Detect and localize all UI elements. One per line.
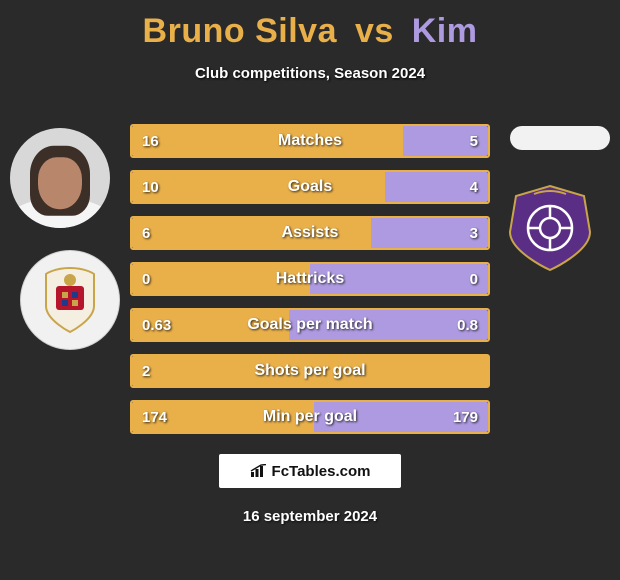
stat-label: Min per goal (132, 402, 488, 432)
chart-icon (250, 464, 268, 478)
crest-left-icon (40, 266, 100, 334)
stat-row: 165Matches (132, 126, 488, 156)
stat-label: Matches (132, 126, 488, 156)
player1-name: Bruno Silva (143, 12, 337, 50)
player2-name: Kim (412, 12, 478, 50)
stat-label: Hattricks (132, 264, 488, 294)
crest-right-icon (504, 182, 596, 274)
stat-row: 00Hattricks (132, 264, 488, 294)
comparison-title: Bruno Silva vs Kim (0, 0, 620, 51)
stat-row: 2Shots per goal (132, 356, 488, 386)
footer-date: 16 september 2024 (0, 508, 620, 525)
player1-avatar (10, 128, 110, 228)
avatar-face (38, 157, 82, 209)
site-badge[interactable]: FcTables.com (219, 454, 401, 488)
stat-label: Goals (132, 172, 488, 202)
player1-club-crest (20, 250, 120, 350)
site-name: FcTables.com (272, 463, 371, 480)
stat-label: Shots per goal (132, 356, 488, 386)
stat-row: 104Goals (132, 172, 488, 202)
stat-row: 174179Min per goal (132, 402, 488, 432)
subtitle: Club competitions, Season 2024 (0, 65, 620, 82)
stat-row: 0.630.8Goals per match (132, 310, 488, 340)
stat-label: Goals per match (132, 310, 488, 340)
stat-label: Assists (132, 218, 488, 248)
player2-club-crest (500, 178, 600, 278)
vs-label: vs (355, 12, 394, 50)
stats-bars: 165Matches 104Goals 63Assists 00Hattricks 0.… (132, 126, 488, 432)
stat-row: 63Assists (132, 218, 488, 248)
player2-avatar (510, 126, 610, 150)
